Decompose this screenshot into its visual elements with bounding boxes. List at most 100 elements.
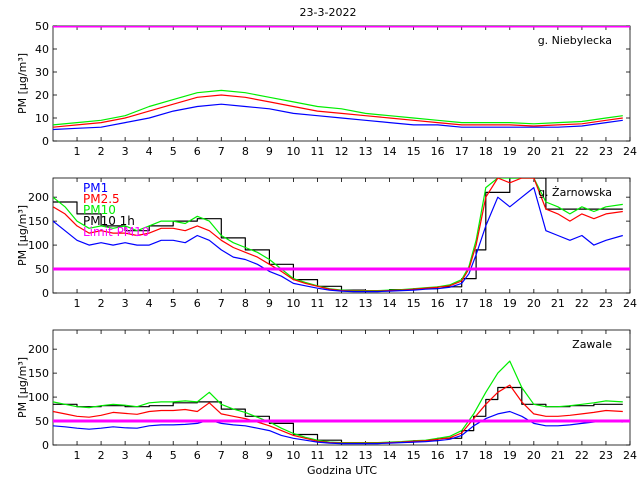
x-tick-label: 22 <box>575 145 589 158</box>
y-axis-label: PM [μg/m³] <box>16 357 29 418</box>
x-tick-label: 21 <box>551 449 565 462</box>
x-tick-label: 18 <box>479 449 493 462</box>
x-tick-label: 8 <box>242 297 249 310</box>
x-tick-label: 10 <box>286 145 300 158</box>
x-tick-label: 14 <box>383 145 397 158</box>
y-tick-label: 40 <box>35 43 49 56</box>
x-tick-label: 8 <box>242 449 249 462</box>
y-tick-label: 30 <box>35 66 49 79</box>
x-tick-label: 20 <box>527 449 541 462</box>
x-tick-label: 21 <box>551 297 565 310</box>
x-tick-label: 2 <box>98 145 105 158</box>
x-tick-label: 3 <box>122 297 129 310</box>
y-tick-label: 50 <box>35 263 49 276</box>
x-tick-label: 12 <box>335 145 349 158</box>
x-tick-label: 1 <box>74 297 81 310</box>
x-tick-label: 16 <box>431 145 445 158</box>
x-tick-label: 17 <box>455 297 469 310</box>
x-tick-label: 2 <box>98 449 105 462</box>
x-tick-label: 11 <box>310 297 324 310</box>
x-tick-label: 9 <box>266 449 273 462</box>
x-tick-label: 1 <box>74 449 81 462</box>
station-label: g. Niebylecka <box>538 34 612 47</box>
x-tick-label: 9 <box>266 297 273 310</box>
x-tick-label: 6 <box>194 297 201 310</box>
x-tick-label: 11 <box>310 145 324 158</box>
x-tick-label: 13 <box>359 145 373 158</box>
x-tick-label: 24 <box>623 449 637 462</box>
x-tick-label: 7 <box>218 145 225 158</box>
x-axis-label: Godzina UTC <box>307 464 377 477</box>
x-tick-label: 17 <box>455 449 469 462</box>
x-tick-label: 1 <box>74 145 81 158</box>
x-tick-label: 10 <box>286 297 300 310</box>
x-tick-label: 19 <box>503 449 517 462</box>
y-tick-label: 0 <box>42 439 49 452</box>
x-tick-label: 12 <box>335 449 349 462</box>
x-tick-label: 17 <box>455 145 469 158</box>
x-tick-label: 15 <box>407 297 421 310</box>
y-tick-label: 200 <box>28 343 49 356</box>
x-tick-label: 18 <box>479 297 493 310</box>
x-tick-label: 4 <box>146 297 153 310</box>
y-tick-label: 50 <box>35 20 49 33</box>
x-tick-label: 15 <box>407 449 421 462</box>
x-tick-label: 2 <box>98 297 105 310</box>
x-tick-label: 16 <box>431 297 445 310</box>
x-tick-label: 7 <box>218 449 225 462</box>
x-tick-label: 22 <box>575 449 589 462</box>
x-tick-label: 9 <box>266 145 273 158</box>
y-tick-label: 10 <box>35 112 49 125</box>
y-tick-label: 150 <box>28 215 49 228</box>
x-tick-label: 24 <box>623 145 637 158</box>
x-tick-label: 15 <box>407 145 421 158</box>
x-tick-label: 7 <box>218 297 225 310</box>
x-tick-label: 13 <box>359 449 373 462</box>
x-tick-label: 23 <box>599 297 613 310</box>
y-tick-label: 50 <box>35 415 49 428</box>
x-tick-label: 5 <box>170 297 177 310</box>
x-tick-label: 14 <box>383 449 397 462</box>
figure-title: 23-3-2022 <box>300 6 357 19</box>
x-tick-label: 19 <box>503 297 517 310</box>
x-tick-label: 6 <box>194 449 201 462</box>
x-tick-label: 22 <box>575 297 589 310</box>
y-tick-label: 100 <box>28 239 49 252</box>
x-tick-label: 19 <box>503 145 517 158</box>
x-tick-label: 20 <box>527 297 541 310</box>
x-tick-label: 21 <box>551 145 565 158</box>
x-tick-label: 8 <box>242 145 249 158</box>
x-tick-label: 5 <box>170 449 177 462</box>
x-tick-label: 13 <box>359 297 373 310</box>
x-tick-label: 24 <box>623 297 637 310</box>
x-tick-label: 14 <box>383 297 397 310</box>
station-label: Zawale <box>572 338 612 351</box>
x-tick-label: 11 <box>310 449 324 462</box>
x-tick-label: 23 <box>599 449 613 462</box>
legend-entry: Limit PM10 <box>83 225 149 239</box>
x-tick-label: 12 <box>335 297 349 310</box>
y-tick-label: 0 <box>42 287 49 300</box>
x-tick-label: 3 <box>122 145 129 158</box>
x-tick-label: 4 <box>146 449 153 462</box>
x-tick-label: 16 <box>431 449 445 462</box>
x-tick-label: 4 <box>146 145 153 158</box>
station-label: g. Żarnowska <box>538 186 612 199</box>
y-tick-label: 150 <box>28 367 49 380</box>
x-tick-label: 10 <box>286 449 300 462</box>
x-tick-label: 23 <box>599 145 613 158</box>
x-tick-label: 18 <box>479 145 493 158</box>
x-tick-label: 5 <box>170 145 177 158</box>
panel-zawale: 0501001502001 2 3 4 5 6 7 8 9 10 11 12 13 14 15 16 17 18 1… <box>16 330 637 462</box>
x-tick-label: 20 <box>527 145 541 158</box>
x-tick-label: 6 <box>194 145 201 158</box>
x-tick-label: 3 <box>122 449 129 462</box>
y-tick-label: 0 <box>42 135 49 148</box>
y-axis-label: PM [μg/m³] <box>16 205 29 266</box>
y-axis-label: PM [μg/m³] <box>16 53 29 114</box>
y-tick-label: 200 <box>28 191 49 204</box>
panel-niebylecka: 010203040501 2 3 4 5 6 7 8 9 10 11 12 13 14 15 16 17 18 19… <box>16 20 637 158</box>
y-tick-label: 100 <box>28 391 49 404</box>
y-tick-label: 20 <box>35 89 49 102</box>
